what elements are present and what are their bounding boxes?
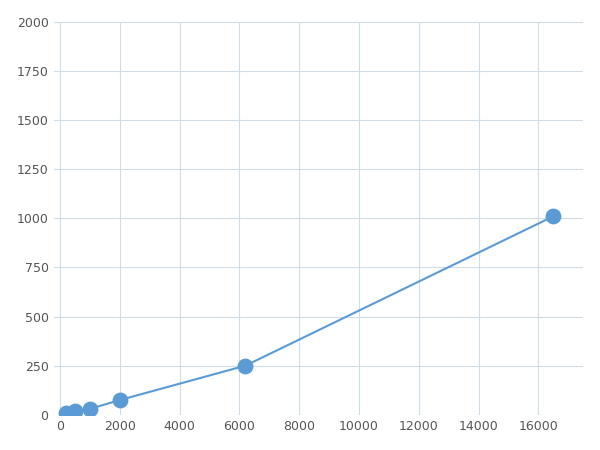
Point xyxy=(61,409,71,416)
Point xyxy=(115,396,125,404)
Point xyxy=(85,405,95,413)
Point xyxy=(548,213,558,220)
Point xyxy=(70,407,80,414)
Point xyxy=(241,362,250,369)
